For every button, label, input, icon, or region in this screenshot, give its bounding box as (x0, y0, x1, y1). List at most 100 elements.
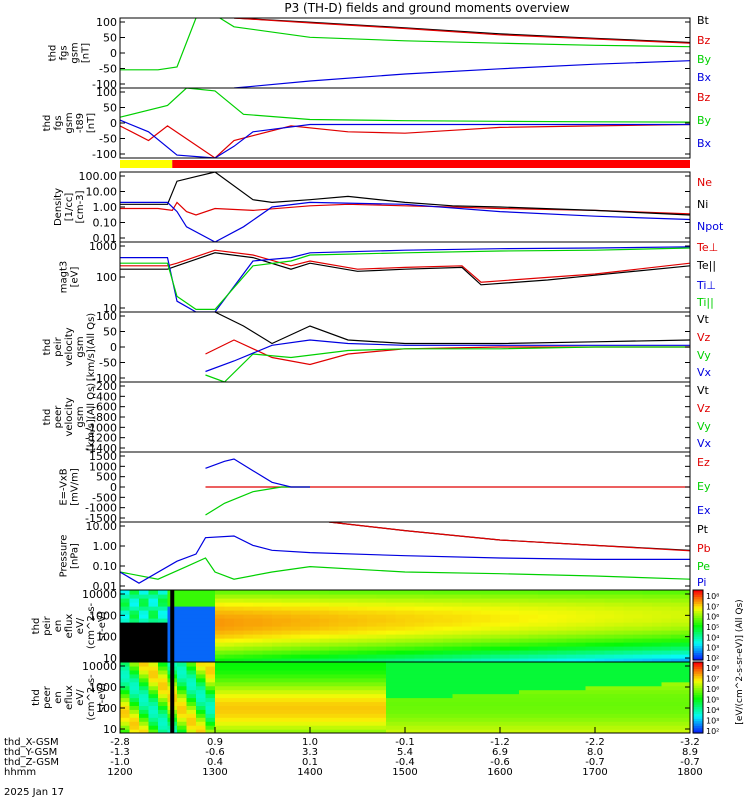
spectrogram-cell (576, 618, 587, 623)
spectrogram-cell (452, 646, 463, 651)
spectrogram-cell (186, 594, 197, 599)
spectrogram-cell (424, 697, 435, 703)
spectrogram-cell (433, 610, 444, 615)
spectrogram-cell (205, 725, 216, 730)
spectrogram-cell (433, 638, 444, 643)
spectrogram-cell (129, 709, 140, 714)
spectrogram-cell (490, 630, 501, 635)
spectrogram-cell (319, 646, 330, 651)
spectrogram-cell (291, 729, 302, 733)
spectrogram-cell (642, 689, 653, 695)
spectrogram-cell (367, 654, 378, 659)
spectrogram-cell (272, 610, 283, 615)
spectrogram-cell (471, 681, 482, 687)
colorbar-tick-label: 10⁸ (706, 592, 719, 601)
colorbar-cell (693, 718, 703, 722)
spectrogram-cell (253, 606, 264, 611)
spectrogram-cell (500, 654, 511, 659)
spectrogram-cell (281, 673, 292, 679)
spectrogram-cell (120, 673, 131, 679)
spectrogram-cell (243, 681, 254, 687)
spectrogram-cell (215, 614, 226, 619)
spectrogram-cell (120, 654, 131, 659)
legend-entry: Vz (697, 402, 711, 415)
colorbar-cell (693, 680, 703, 684)
x-row-label: thd_X-GSM (4, 737, 59, 748)
spectrogram-cell (642, 630, 653, 635)
spectrogram-cell (186, 622, 197, 627)
spectrogram-cell (148, 634, 159, 639)
spectrogram-cell (148, 646, 159, 651)
spectrogram-cell (633, 638, 644, 643)
spectrogram-cell (281, 717, 292, 722)
spectrogram-cell (186, 685, 197, 691)
legend-entry: Vy (697, 420, 711, 433)
spectrogram-cell (633, 594, 644, 599)
spectrogram-cell (329, 622, 340, 627)
spectrogram-cell (300, 709, 311, 714)
spectrogram-cell (443, 594, 454, 599)
spectrogram-cell (671, 630, 682, 635)
spectrogram-cell (424, 717, 435, 722)
spectrogram-cell (357, 729, 368, 733)
spectrogram-cell (262, 725, 273, 730)
spectrogram-cell (224, 685, 235, 691)
spectrogram-cell (338, 646, 349, 651)
spectrogram-cell (139, 606, 150, 611)
spectrogram-cell (414, 673, 425, 679)
spectrogram-cell (519, 630, 530, 635)
spectrogram-cell (471, 693, 482, 699)
spectrogram-cell (519, 614, 530, 619)
spectrogram-cell (177, 677, 188, 683)
spectrogram-cell (158, 642, 169, 647)
spectrogram-cell (319, 654, 330, 659)
spectrogram-cell (376, 662, 387, 667)
spectrogram-cell (424, 642, 435, 647)
spectrogram-cell (595, 701, 606, 706)
spectrogram-cell (680, 606, 690, 611)
spectrogram-cell (300, 618, 311, 623)
spectrogram-cell (576, 677, 587, 683)
spectrogram-cell (148, 650, 159, 655)
spectrogram-cell (129, 685, 140, 691)
spectrogram-cell (500, 630, 511, 635)
spectrogram-cell (557, 697, 568, 703)
spectrogram-cell (405, 610, 416, 615)
spectrogram-cell (452, 677, 463, 683)
series-line-fgs (233, 60, 690, 88)
spectrogram-cell (215, 622, 226, 627)
spectrogram-cell (405, 626, 416, 631)
y-axis-label: Pressure (59, 535, 70, 578)
spectrogram-cell (538, 681, 549, 687)
x-row-label: hhmm (4, 767, 36, 778)
spectrogram-cell (500, 642, 511, 647)
spectrogram-cell (348, 721, 359, 726)
spectrogram-cell (310, 713, 321, 718)
colorbar-cell (693, 688, 703, 691)
spectrogram-cell (585, 665, 596, 671)
spectrogram-cell (680, 630, 690, 635)
spectrogram-cell (481, 697, 492, 703)
spectrogram-cell (281, 654, 292, 659)
spectrogram-cell (500, 626, 511, 631)
spectrogram-cell (424, 721, 435, 726)
colorbar-cell (693, 706, 703, 710)
spectrogram-cell (509, 725, 520, 730)
spectrogram-cell (661, 598, 672, 603)
spectrogram-cell (386, 634, 397, 639)
spectrogram-cell (272, 669, 283, 675)
spectrogram-cell (557, 642, 568, 647)
spectrogram-cell (604, 665, 615, 671)
spectrogram-cell (414, 654, 425, 659)
spectrogram-cell (614, 665, 625, 671)
spectrogram-cell (262, 622, 273, 627)
spectrogram-cell (642, 614, 653, 619)
spectrogram-cell (576, 630, 587, 635)
colorbar-tick-label: 10⁷ (706, 602, 719, 611)
spectrogram-cell (205, 729, 216, 733)
spectrogram-cell (395, 662, 406, 667)
spectrogram-cell (680, 685, 690, 691)
spectrogram-cell (452, 602, 463, 607)
spectrogram-cell (642, 717, 653, 722)
